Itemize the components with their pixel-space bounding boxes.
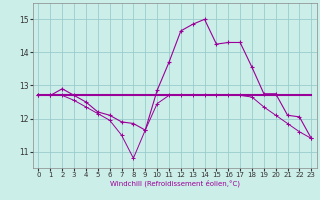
X-axis label: Windchill (Refroidissement éolien,°C): Windchill (Refroidissement éolien,°C)	[110, 180, 240, 187]
